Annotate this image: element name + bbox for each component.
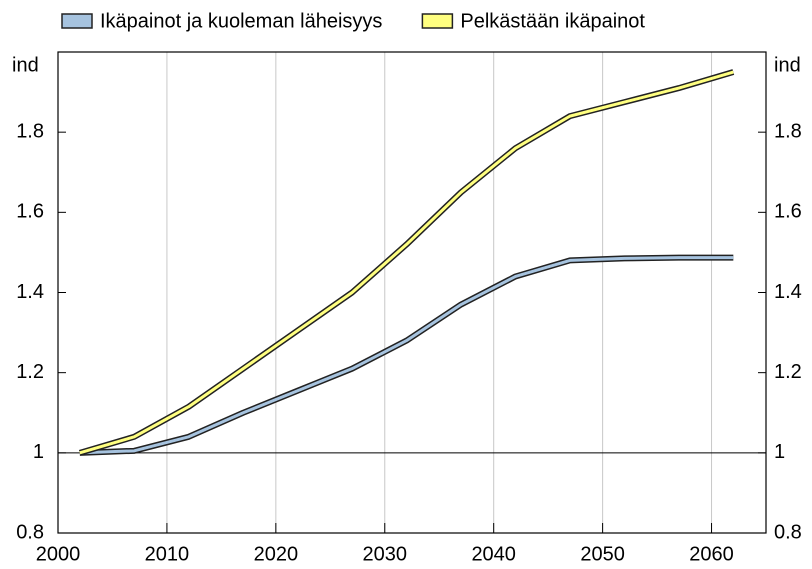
x-tick-label: 2030 <box>363 543 408 565</box>
legend-swatch <box>61 13 93 29</box>
y-tick-label: 1 <box>33 441 44 463</box>
series-line <box>79 256 734 455</box>
y2-tick-label: 1.2 <box>774 361 802 383</box>
y-tick-label: 1.8 <box>16 120 44 142</box>
y-tick-label: 1.2 <box>16 361 44 383</box>
series-outline <box>79 254 734 456</box>
x-tick-label: 2010 <box>145 543 190 565</box>
y2-tick-label: 1.6 <box>774 201 802 223</box>
x-tick-label: 2060 <box>689 543 734 565</box>
x-tick-label: 2000 <box>36 543 81 565</box>
x-tick-label: 2050 <box>580 543 625 565</box>
x-tick-label: 2020 <box>254 543 299 565</box>
legend-label: Ikäpainot ja kuoleman läheisyys <box>100 10 382 32</box>
y-tick-label: 1.4 <box>16 281 44 303</box>
y2-unit-label: ind <box>774 54 801 76</box>
legend-label: Pelkästään ikäpainot <box>460 10 645 32</box>
plot-frame <box>57 51 767 534</box>
series-line <box>79 70 734 455</box>
legend-swatch <box>421 13 454 29</box>
y-tick-label: 0.8 <box>16 521 44 543</box>
y-unit-label: ind <box>12 54 39 76</box>
y2-tick-label: 1 <box>774 441 785 463</box>
x-tick-label: 2040 <box>471 543 516 565</box>
y2-tick-label: 0.8 <box>774 521 802 543</box>
y2-tick-label: 1.8 <box>774 120 802 142</box>
y-tick-label: 1.6 <box>16 201 44 223</box>
y2-tick-label: 1.4 <box>774 281 802 303</box>
series-outline <box>78 69 735 456</box>
